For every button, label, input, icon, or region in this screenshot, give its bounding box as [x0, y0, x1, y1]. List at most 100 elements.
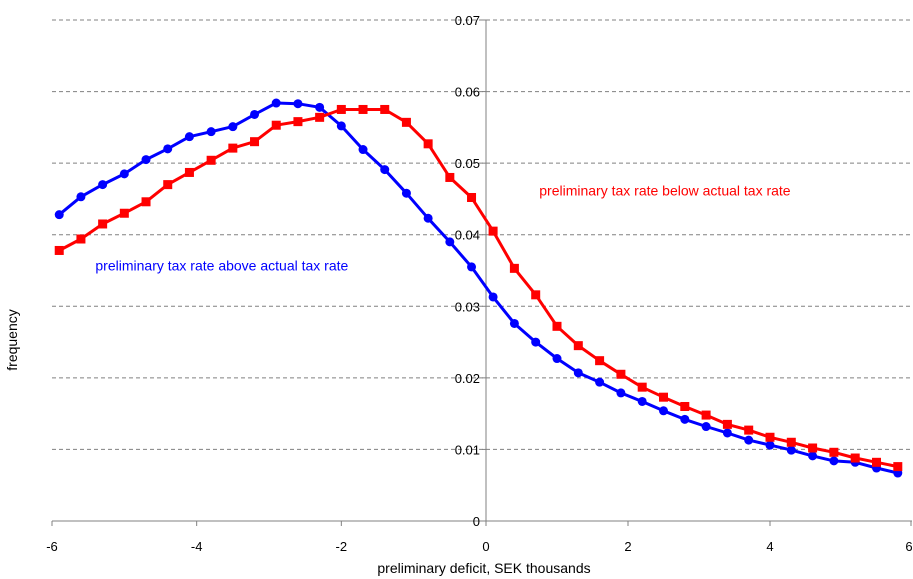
annotation-above: preliminary tax rate above actual tax ra… — [95, 258, 348, 274]
series-layer — [54, 98, 903, 478]
data-point — [786, 445, 796, 455]
data-point — [401, 117, 411, 127]
data-point — [445, 172, 455, 182]
data-point — [184, 132, 194, 142]
data-point — [765, 440, 775, 450]
data-point — [401, 188, 411, 198]
data-point — [250, 109, 260, 119]
data-point — [163, 180, 173, 190]
data-point — [380, 104, 390, 114]
data-point — [701, 410, 711, 420]
data-point — [509, 318, 519, 328]
data-point — [206, 127, 216, 137]
data-point — [744, 435, 754, 445]
data-point — [76, 192, 86, 202]
data-point — [54, 210, 64, 220]
data-point — [808, 451, 818, 461]
data-point — [552, 321, 562, 331]
data-point — [228, 122, 238, 132]
data-point — [573, 341, 583, 351]
data-point — [315, 112, 325, 122]
data-point — [250, 137, 260, 147]
data-point — [637, 382, 647, 392]
data-point — [573, 368, 583, 378]
data-point — [616, 369, 626, 379]
data-point — [552, 354, 562, 364]
data-point — [336, 104, 346, 114]
data-point — [531, 290, 541, 300]
data-point — [808, 443, 818, 453]
data-point — [765, 432, 775, 442]
data-point — [293, 117, 303, 127]
x-tick-label: 0 — [482, 539, 489, 554]
data-point — [509, 263, 519, 273]
y-tick-label: 0.07 — [455, 13, 480, 28]
x-tick-label: 4 — [766, 539, 773, 554]
series-line — [58, 108, 899, 469]
data-point — [722, 419, 732, 429]
data-point — [206, 155, 216, 165]
data-point — [119, 208, 129, 218]
axes — [51, 19, 912, 526]
data-point — [595, 356, 605, 366]
annotation-below: preliminary tax rate below actual tax ra… — [539, 182, 791, 198]
data-point — [531, 337, 541, 347]
x-axis-title: preliminary deficit, SEK thousands — [377, 560, 590, 576]
series-below — [54, 104, 903, 472]
data-point — [423, 213, 433, 223]
y-tick-label: 0.05 — [455, 156, 480, 171]
data-point — [358, 104, 368, 114]
data-point — [595, 377, 605, 387]
data-point — [680, 414, 690, 424]
data-point — [786, 437, 796, 447]
series-above — [54, 98, 903, 478]
data-point — [616, 388, 626, 398]
y-tick-labels: 0 0.01 0.02 0.03 0.04 0.05 0.06 0.07 — [455, 13, 480, 529]
data-point — [271, 98, 281, 108]
data-point — [445, 237, 455, 247]
y-tick-label: 0.01 — [455, 442, 480, 457]
series-line — [58, 101, 899, 475]
annotations: preliminary tax rate above actual tax ra… — [95, 182, 790, 273]
data-point — [54, 245, 64, 255]
data-point — [119, 169, 129, 179]
y-tick-label: 0 — [473, 514, 480, 529]
data-point — [380, 165, 390, 175]
data-point — [358, 145, 368, 155]
data-point — [467, 262, 477, 272]
data-point — [76, 234, 86, 244]
data-point — [850, 453, 860, 463]
data-point — [488, 226, 498, 236]
x-tick-label: 2 — [624, 539, 631, 554]
y-tick-label: 0.04 — [455, 228, 480, 243]
data-point — [184, 167, 194, 177]
data-point — [659, 406, 668, 416]
data-point — [141, 197, 151, 207]
data-point — [659, 392, 668, 402]
data-point — [744, 425, 754, 435]
data-point — [315, 102, 325, 112]
data-point — [722, 428, 732, 438]
data-point — [637, 396, 647, 406]
x-tick-label: -6 — [46, 539, 58, 554]
data-point — [680, 401, 690, 411]
data-point — [163, 144, 173, 154]
y-tick-label: 0.06 — [455, 85, 480, 100]
y-tick-label: 0.03 — [455, 299, 480, 314]
data-point — [701, 422, 711, 432]
data-point — [893, 462, 903, 472]
data-point — [228, 143, 238, 153]
y-axis-title: frequency — [4, 309, 20, 370]
data-point — [467, 192, 477, 202]
data-point — [829, 447, 839, 457]
data-point — [293, 99, 303, 109]
data-point — [336, 121, 346, 131]
x-tick-label: -4 — [191, 539, 203, 554]
data-point — [141, 155, 151, 165]
data-point — [423, 139, 433, 149]
data-point — [98, 219, 108, 229]
data-point — [98, 180, 108, 190]
data-point — [488, 292, 498, 302]
data-point — [872, 457, 881, 467]
